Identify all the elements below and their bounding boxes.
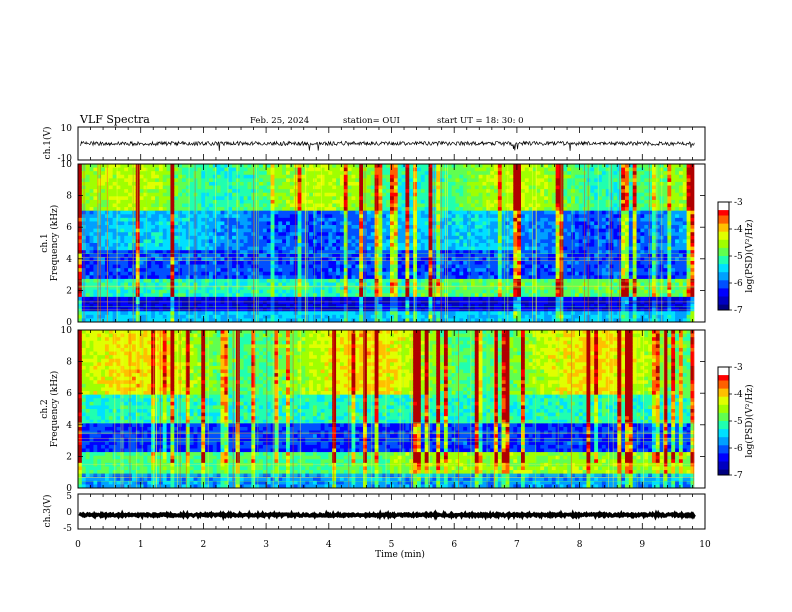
ch1-ytick-bottom: -10 [58,154,73,164]
x-tick-4: 4 [326,540,332,550]
x-tick-0: 0 [75,540,81,550]
time-axis-label: Time (min) [375,549,425,560]
x-tick-3: 3 [263,540,269,550]
spec2-yticks-tick-8: 8 [66,358,72,368]
cbar2-tick--7: -7 [734,471,743,481]
spec2-yticks-tick-0: 0 [66,484,72,494]
spec1-yticks-tick-2: 2 [66,286,72,296]
cbar1-tick--6: -6 [734,279,743,289]
spec2-yticks-tick-2: 2 [66,452,72,462]
x-tick-1: 1 [138,540,144,550]
station-label: station= OUI [343,116,400,126]
ch3-waveform-trace [78,509,696,522]
ch1-waveform-trace [79,140,695,151]
ch3-ytick-top: 5 [66,492,72,502]
spec1-yticks-tick-8: 8 [66,192,72,202]
ch1-waveform-panel: 10 -10 ch.1(V) [42,124,706,164]
ch3-ytick-mid: 0 [66,508,72,518]
ch1-spectrogram-ylabel-freq: Frequency (kHz) [49,205,60,282]
cbar2-tick--4: -4 [734,390,743,400]
ch1-spectrogram-panel: 0 2 4 6 8 10 ch.1 Frequency (kHz) -3 -4 -5 -6 -7 l… [40,160,755,328]
spec1-yticks-tick-6: 6 [66,223,72,233]
ch3-waveform-ylabel: ch.3(V) [42,495,53,528]
cbar1-tick--5: -5 [734,252,743,262]
x-tick-7: 7 [514,540,520,550]
start-time-label: start UT = 18: 30: 0 [437,116,524,126]
spec2-yticks-tick-6: 6 [66,389,72,399]
spec1-yticks-tick-4: 4 [66,255,72,265]
ch1-ytick-top: 10 [61,124,73,134]
ch1-colorbar: -3 -4 -5 -6 -7 log(PSD)(V²/Hz) [717,198,755,316]
spec2-yticks-tick-10: 10 [61,326,73,336]
ch2-spectrogram-ylabel-ch: ch.2 [40,399,50,418]
ch2-spectrogram-image [78,330,705,489]
ch2-colorbar: -3 -4 -5 -6 -7 log(PSD)(V²/Hz) [717,363,755,481]
spec2-yticks-tick-4: 4 [66,421,72,431]
cbar2-tick--6: -6 [734,444,743,454]
x-tick-10: 10 [699,540,711,550]
cbar1-tick--7: -7 [734,306,743,316]
x-tick-8: 8 [577,540,583,550]
x-tick-6: 6 [451,540,457,550]
ch1-waveform-ylabel: ch.1(V) [42,127,53,160]
x-tick-2: 2 [201,540,207,550]
ch3-ytick-bottom: -5 [63,524,72,534]
spec1-yticks-tick-10: 10 [61,160,73,170]
ch1-spectrogram-ylabel-ch: ch.1 [40,233,50,252]
cbar1-tick--3: -3 [734,198,743,208]
date-label: Feb. 25, 2024 [250,116,309,126]
x-tick-9: 9 [639,540,645,550]
figure-title: VLF Spectra [79,113,150,126]
cbar1-tick--4: -4 [734,225,743,235]
cbar2-tick--5: -5 [734,417,743,427]
ch1-spectrogram-image [78,164,705,323]
ch2-spectrogram-panel: 0 2 4 6 8 10 ch.2 Frequency (kHz) -3 -4 -5 -6 -7 l… [40,326,755,494]
ch3-waveform-panel: 5 0 -5 ch.3(V) [42,492,706,534]
time-axis: 0 1 2 3 4 5 6 7 8 9 10 [75,127,711,550]
x-tick-5: 5 [389,540,395,550]
cbar1-label: log(PSD)(V²/Hz) [744,219,755,292]
spec1-yticks-tick-0: 0 [66,318,72,328]
ch2-spectrogram-ylabel-freq: Frequency (kHz) [49,371,60,448]
cbar2-tick--3: -3 [734,363,743,373]
cbar2-label: log(PSD)(V²/Hz) [744,384,755,457]
